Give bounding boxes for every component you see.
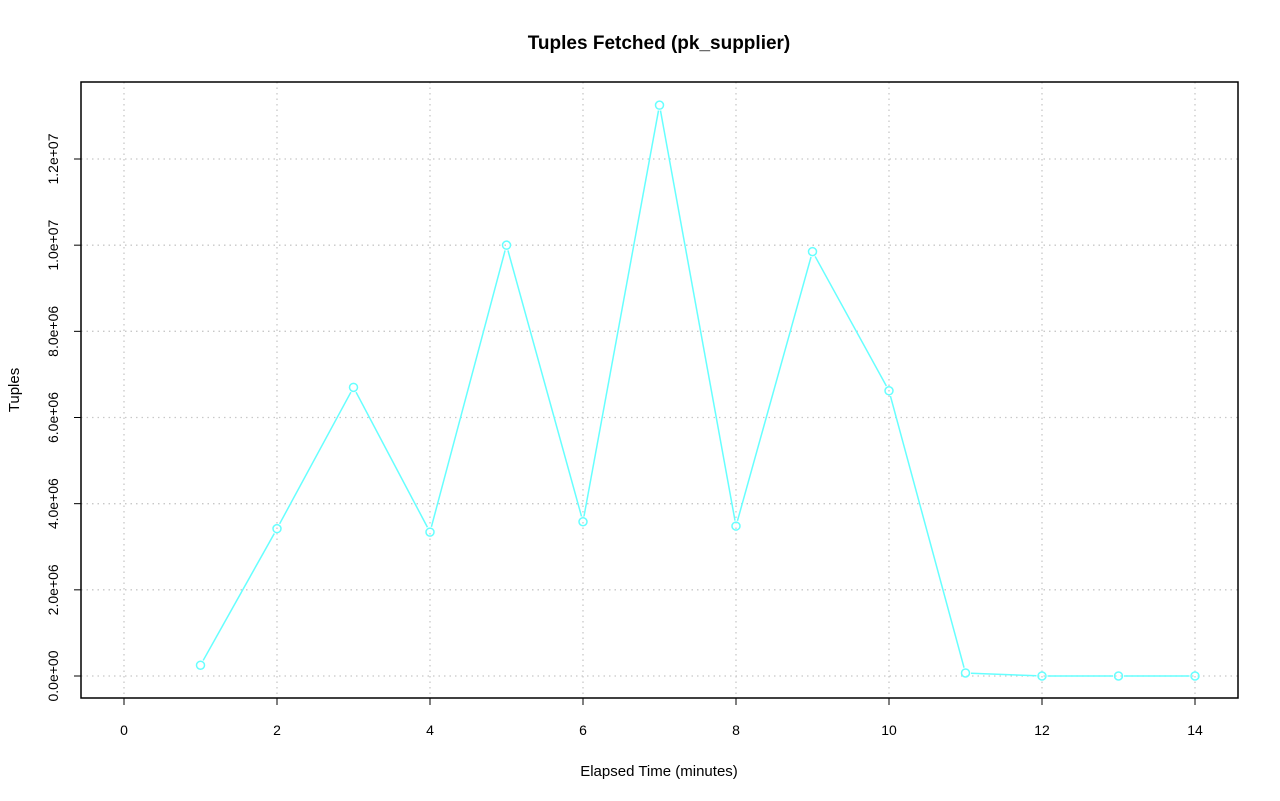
line-segment	[202, 533, 275, 661]
line-segment	[278, 391, 352, 525]
line-segment	[355, 391, 429, 528]
data-point	[884, 386, 894, 396]
data-point	[578, 517, 588, 527]
line-segment	[507, 250, 583, 517]
x-tick-label: 8	[732, 722, 740, 738]
data-point	[1190, 671, 1200, 681]
y-tick-label: 1.0e+07	[45, 219, 61, 270]
line-segment	[814, 256, 888, 387]
plot-frame	[80, 81, 1239, 699]
series-0	[195, 100, 1200, 681]
x-axis-label: Elapsed Time (minutes)	[580, 763, 738, 780]
y-tick-label: 8.0e+06	[45, 306, 61, 357]
y-tick-label: 4.0e+06	[45, 478, 61, 529]
x-tick-label: 12	[1034, 722, 1050, 738]
data-point	[807, 246, 818, 257]
line-segment	[736, 256, 812, 521]
line-segment	[970, 672, 1037, 677]
grid	[81, 82, 1238, 698]
data-point	[348, 382, 359, 393]
x-tick-label: 14	[1187, 722, 1203, 738]
data-point	[960, 668, 971, 678]
data-point	[501, 240, 512, 250]
x-axis: 0 2 4 6 8 10 12 14	[120, 697, 1203, 738]
x-tick-label: 6	[579, 722, 587, 738]
data-point	[731, 521, 741, 531]
data-point	[425, 527, 435, 537]
x-tick-label: 10	[881, 722, 897, 738]
y-axis: 0.0e+00 2.0e+06 4.0e+06 6.0e+06 8.0e+06 1.0e+…	[45, 133, 81, 702]
series-layer	[195, 100, 1200, 681]
y-tick-label: 2.0e+06	[45, 564, 61, 615]
y-tick-label: 6.0e+06	[45, 392, 61, 443]
line-segment	[430, 250, 506, 527]
y-axis-label: Tuples	[6, 368, 23, 412]
x-tick-label: 4	[426, 722, 434, 738]
x-tick-label: 2	[273, 722, 281, 738]
line-segment	[583, 110, 660, 517]
y-tick-label: 0.0e+00	[45, 650, 61, 701]
data-point	[272, 523, 282, 534]
data-point	[1037, 671, 1047, 681]
data-point	[654, 100, 665, 110]
data-point	[195, 660, 206, 670]
x-tick-label: 0	[120, 722, 128, 738]
line-segment	[659, 110, 736, 521]
y-tick-label: 1.2e+07	[45, 133, 61, 184]
chart-title: Tuples Fetched (pk_supplier)	[528, 33, 791, 54]
data-point	[1113, 671, 1124, 681]
line-segment	[889, 395, 965, 668]
